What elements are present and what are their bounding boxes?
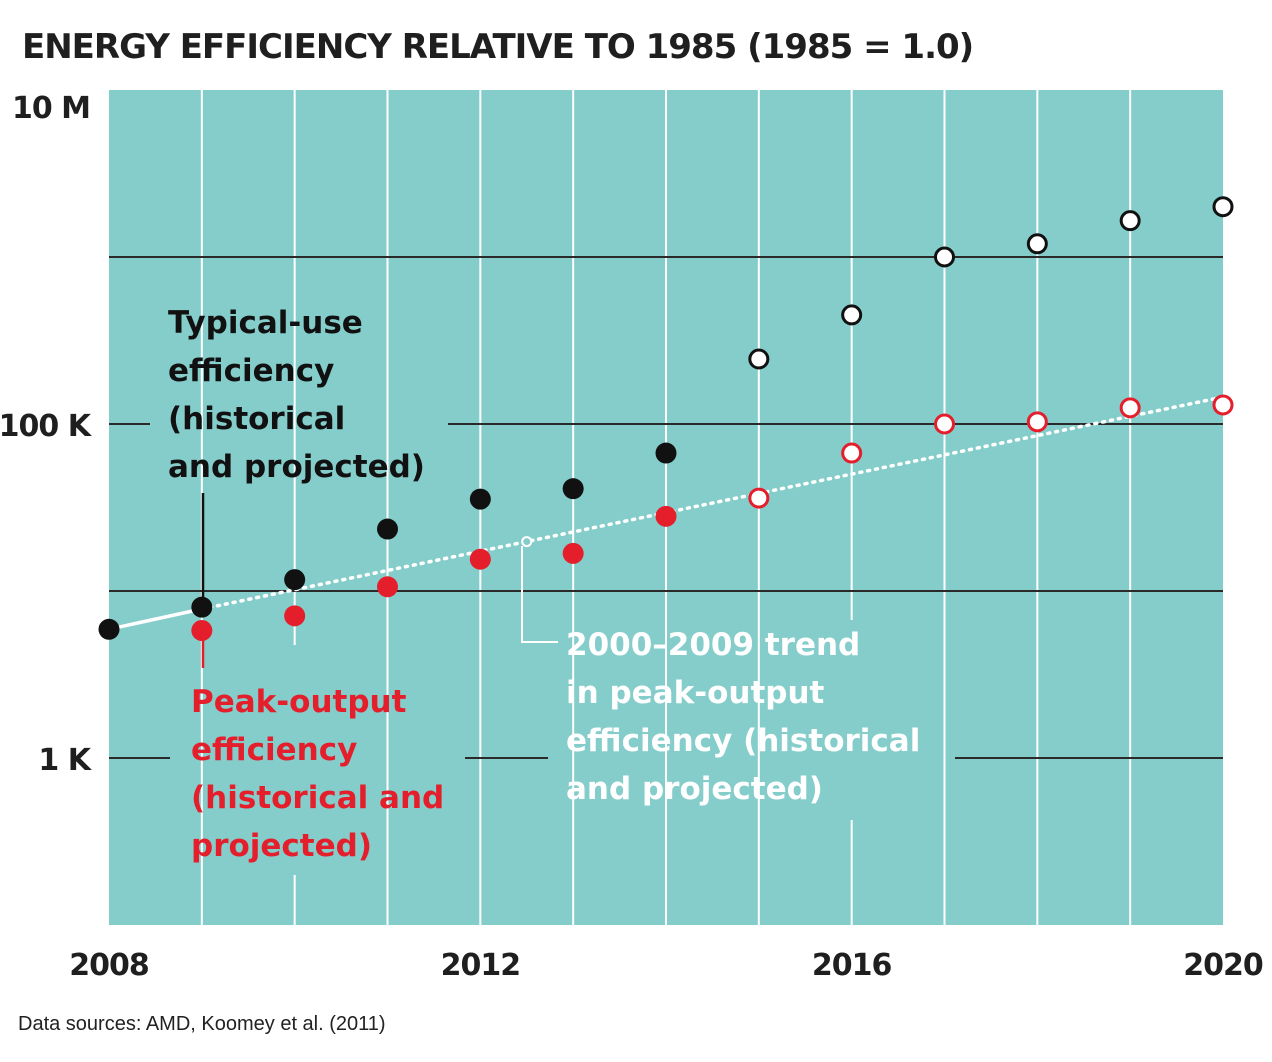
x-tick-label: 2016: [812, 948, 892, 983]
peak-output-point: [377, 576, 398, 598]
peak-output-point: [562, 542, 584, 564]
trend-annotation-line: efficiency (historical: [566, 723, 920, 759]
peak-output-point-projected: [748, 487, 770, 509]
peak-annotation-line: projected): [191, 828, 372, 864]
typical-use-point: [377, 518, 398, 540]
trend-line: [108, 395, 1225, 631]
typical-use-point-projected: [1119, 210, 1141, 232]
trend-projected-segment: [200, 395, 1225, 611]
typical-use-point: [469, 488, 491, 510]
typical-annotation-line: (historical: [168, 401, 345, 437]
x-tick-label: 2020: [1183, 948, 1263, 983]
x-axis-labels: 2008 2012 2016 2020: [69, 948, 1264, 983]
typical-annotation-line: efficiency: [168, 353, 334, 389]
peak-output-point-projected: [1026, 411, 1048, 433]
typical-annotation: Typical-use efficiency (historical and p…: [168, 305, 425, 485]
typical-annotation-line: Typical-use: [168, 305, 363, 341]
typical-use-point-projected: [1026, 233, 1048, 255]
trend-leader-line: [521, 546, 558, 643]
peak-annotation-line: Peak-output: [191, 684, 407, 720]
typical-use-point: [655, 442, 677, 464]
peak-output-point-projected: [934, 413, 955, 435]
trend-marker: [521, 536, 533, 548]
y-tick-label: 100 K: [0, 409, 93, 444]
x-tick-label: 2008: [69, 948, 149, 983]
typical-use-point: [191, 596, 213, 618]
trend-annotation-line: and projected): [566, 771, 823, 807]
peak-annotation-line: (historical and: [191, 780, 444, 816]
typical-use-point: [98, 618, 120, 640]
typical-use-point-projected: [1212, 196, 1234, 218]
vertical-gridlines: [200, 90, 1132, 925]
trend-annotation-line: in peak-output: [566, 675, 825, 711]
leader-lines: [201, 493, 558, 668]
peak-output-point-projected: [1212, 394, 1234, 416]
y-axis-labels: 1 K 100 K 10 M: [0, 91, 94, 778]
typical-use-point-projected: [748, 348, 770, 370]
typical-use-point: [284, 569, 306, 591]
x-tick-label: 2012: [441, 948, 521, 983]
peak-output-point: [469, 548, 491, 570]
y-tick-label: 10 M: [12, 91, 90, 126]
typical-use-point-projected: [934, 246, 955, 268]
data-source-note: Data sources: AMD, Koomey et al. (2011): [18, 1013, 386, 1035]
peak-annotation: Peak-output efficiency (historical and p…: [191, 684, 444, 864]
trend-historical-segment: [108, 607, 203, 631]
typical-use-point-projected: [841, 304, 863, 326]
peak-output-point: [655, 505, 677, 527]
chart-title: ENERGY EFFICIENCY RELATIVE TO 1985 (1985…: [22, 27, 973, 67]
trend-annotation-line: 2000–2009 trend: [566, 627, 860, 663]
y-tick-label: 1 K: [38, 743, 92, 778]
peak-annotation-line: efficiency: [191, 732, 357, 768]
peak-output-point-projected: [841, 442, 863, 464]
peak-output-point: [191, 620, 213, 642]
peak-output-point-projected: [1119, 397, 1141, 419]
typical-annotation-line: and projected): [168, 449, 425, 485]
trend-annotation: 2000–2009 trend in peak-output efficienc…: [566, 627, 920, 807]
peak-output-point: [284, 605, 306, 627]
data-points: [98, 196, 1234, 642]
typical-use-point: [562, 478, 584, 500]
